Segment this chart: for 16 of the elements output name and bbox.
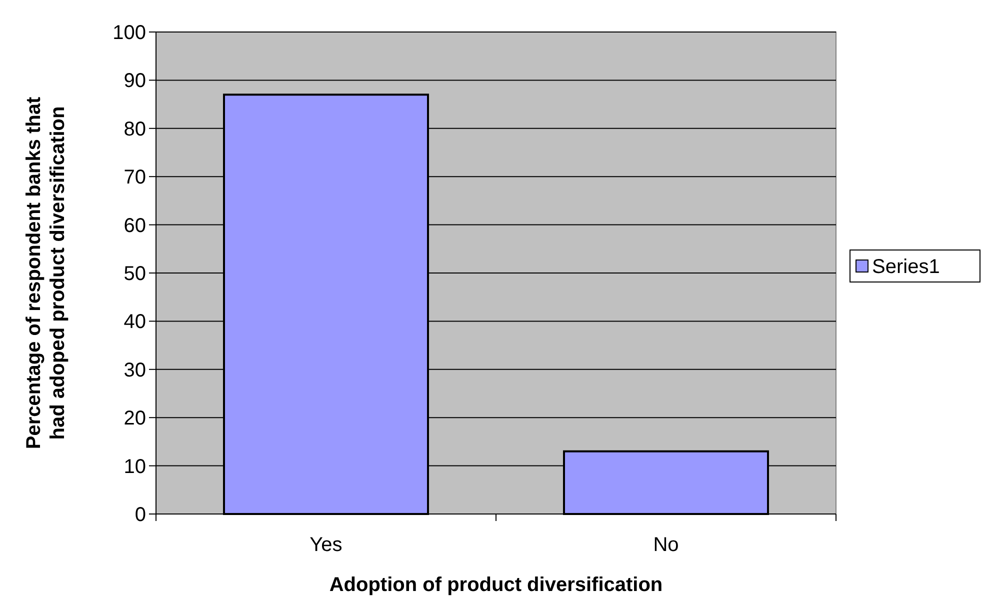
y-tick-label: 90 <box>124 70 146 92</box>
y-tick-label: 30 <box>124 359 146 382</box>
x-tick-label: Yes <box>310 534 342 556</box>
y-tick-label: 70 <box>124 166 146 189</box>
y-tick-label: 60 <box>124 214 146 237</box>
y-tick-label: 10 <box>124 456 146 478</box>
x-tick-label: No <box>653 534 679 556</box>
y-tick-label: 80 <box>124 118 146 140</box>
x-axis-title: Adoption of product diversification <box>329 574 663 596</box>
y-tick-label: 20 <box>124 408 146 430</box>
y-tick-label: 0 <box>134 504 146 526</box>
legend-label: Series1 <box>872 256 940 278</box>
y-tick-label: 100 <box>112 22 146 44</box>
y-tick-label: 50 <box>124 263 146 285</box>
y-tick-label: 40 <box>124 311 146 334</box>
y-axis-title: Percentage of respondent banks that had adoped product diversification <box>23 96 69 450</box>
